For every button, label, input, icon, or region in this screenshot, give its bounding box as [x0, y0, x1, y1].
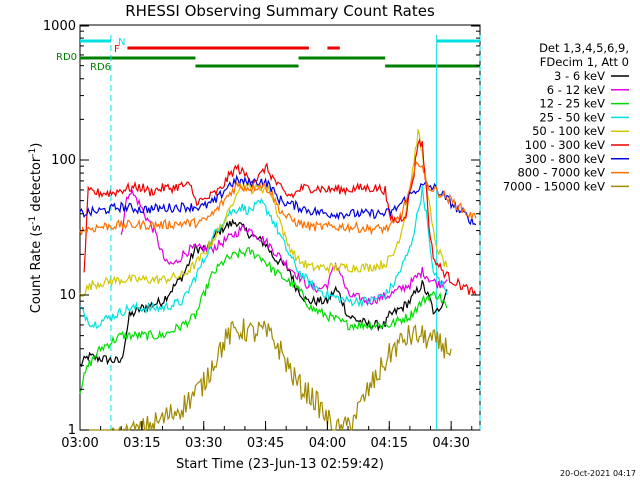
x-tick-label: 03:30 [185, 436, 222, 451]
y-axis-label: Count Rate (s-1 detector-1) [28, 143, 44, 314]
y-tick-label: 10 [59, 288, 76, 303]
series-line [79, 218, 448, 368]
legend: Det 1,3,4,5,6,9, FDecim 1, Att 0 3 - 6 k… [503, 41, 629, 193]
y-axis-label-prefix: Count Rate (s [29, 225, 44, 314]
y-tick-label: 100 [51, 153, 76, 168]
legend-label: 800 - 7000 keV [517, 166, 605, 180]
y-axis-label-suffix: detector [29, 156, 44, 216]
flag-label: N [118, 37, 125, 48]
x-tick-label: 04:15 [371, 436, 408, 451]
x-tick-label: 03:15 [123, 436, 160, 451]
x-tick-label: 04:00 [309, 436, 346, 451]
chart-title: RHESSI Observing Summary Count Rates [125, 2, 435, 20]
legend-label: 6 - 12 keV [547, 83, 605, 97]
series-line [120, 188, 448, 307]
x-tick-label: 03:45 [247, 436, 284, 451]
y-axis-label-close: ) [29, 143, 44, 148]
series-line [79, 174, 477, 226]
x-tick-label: 03:00 [61, 436, 98, 451]
x-axis-label: Start Time (23-Jun-13 02:59:42) [176, 457, 384, 472]
x-tick-label: 04:30 [432, 436, 469, 451]
x-axis-ticks: 03:00 03:15 03:30 03:45 04:00 04:15 04:30 [61, 421, 473, 451]
flag-label: RD0 [56, 52, 77, 63]
legend-header-line-1: Det 1,3,4,5,6,9, [539, 41, 629, 55]
legend-label: 25 - 50 keV [539, 110, 605, 124]
series-line [79, 129, 448, 297]
series-line [79, 185, 448, 329]
legend-label: 3 - 6 keV [554, 69, 605, 83]
timestamp: 20-Oct-2021 04:17 [560, 469, 636, 478]
legend-header-line-2: FDecim 1, Att 0 [540, 55, 629, 69]
legend-label: 100 - 300 keV [525, 138, 605, 152]
y-axis-ticks: 1 10 100 1000 [43, 19, 480, 438]
vertical-markers [110, 35, 481, 430]
legend-label: 300 - 800 keV [525, 152, 605, 166]
plot-area: NF RD0 RD6 1 10 100 1000 03:00 03:15 03:30 03:45… [43, 19, 481, 451]
flag-label: RD6 [90, 62, 111, 73]
flag-bars: NF RD0 RD6 [56, 37, 480, 73]
series-line [83, 137, 477, 296]
y-tick-label: 1 [68, 423, 76, 438]
series-layer [79, 129, 477, 431]
y-axis-label-exponent: -1 [28, 216, 38, 225]
series-line [80, 318, 452, 431]
series-line [79, 161, 477, 236]
legend-label: 7000 - 15000 keV [503, 179, 605, 193]
series-line [79, 246, 448, 394]
y-tick-label: 1000 [43, 19, 76, 34]
legend-label: 50 - 100 keV [532, 124, 605, 138]
legend-label: 12 - 25 keV [539, 97, 605, 111]
flag-label: F [114, 44, 120, 55]
y-axis-label-exponent-2: -1 [28, 148, 38, 157]
